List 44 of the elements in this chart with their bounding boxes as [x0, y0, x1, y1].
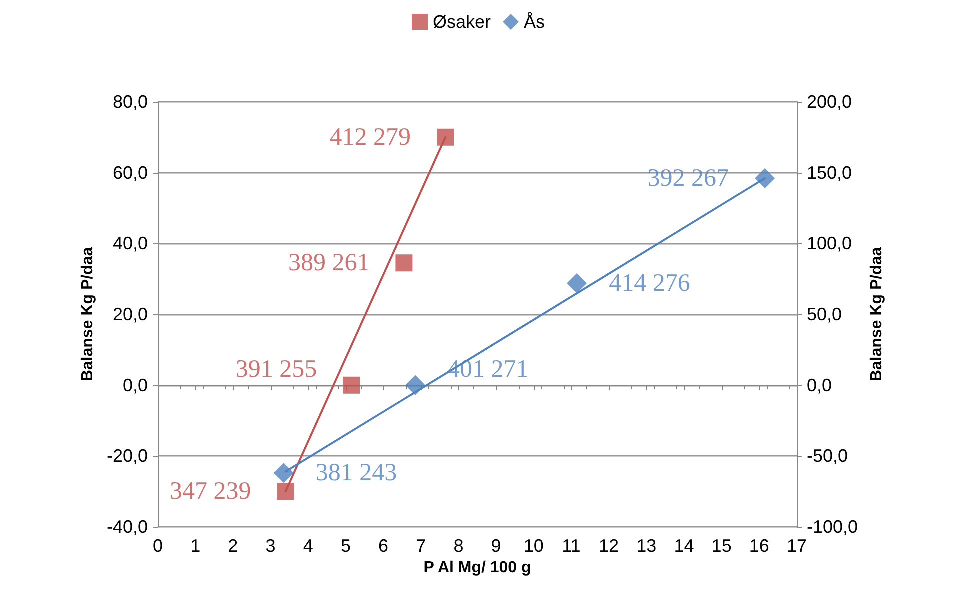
x-tick-label: 7: [416, 536, 426, 556]
legend-label: Øsaker: [432, 12, 492, 32]
x-tick-label: 1: [190, 536, 201, 556]
y-tick-label: 80,0: [112, 92, 148, 112]
annotation: 391 255: [236, 356, 318, 383]
x-tick-label: 8: [454, 536, 464, 556]
annotation: 347 239: [170, 478, 252, 506]
x-tick-label: 13: [636, 536, 657, 556]
annotation: 392 267: [648, 165, 730, 192]
x-axis-title: P Al Mg/ 100 g: [424, 559, 532, 576]
y-axis-title: Balanse Kg P/daa: [80, 247, 96, 382]
annotation: 381 243: [316, 460, 398, 487]
y2-tick-label: 0,0: [807, 375, 832, 396]
legend-label: Ås: [524, 12, 546, 32]
x-tick-label: 6: [378, 536, 389, 556]
y2-tick-label: 50,0: [807, 304, 842, 324]
x-tick-label: 16: [749, 536, 770, 556]
y2-axis-title: Balanse Kg P/daa: [868, 247, 886, 382]
y-tick-label: 0,0: [122, 375, 148, 396]
x-tick-label: 5: [340, 536, 351, 556]
y-tick-label: 40,0: [112, 234, 148, 254]
x-tick-label: 14: [674, 536, 694, 556]
annotation: 414 276: [609, 270, 690, 297]
y-tick-label: 60,0: [112, 162, 148, 183]
y-tick-label: -40,0: [106, 517, 148, 537]
y2-tick-label: 200,0: [807, 92, 852, 112]
x-tick-label: 4: [303, 536, 314, 556]
annotation: 389 261: [288, 250, 370, 277]
y2-tick-label: 100,0: [807, 234, 852, 254]
x-tick-label: 12: [599, 536, 620, 556]
y-tick-label: 20,0: [112, 304, 148, 324]
annotation: 412 279: [330, 124, 412, 151]
x-tick-label: 9: [491, 536, 502, 556]
x-tick-label: 3: [266, 536, 276, 556]
x-tick-label: 11: [562, 536, 581, 556]
y2-tick-label: -100,0: [807, 517, 858, 537]
x-tick-label: 17: [786, 536, 808, 556]
x-tick-label: 10: [524, 536, 544, 556]
x-tick-label: 15: [712, 536, 732, 556]
y2-tick-label: -50,0: [807, 446, 848, 466]
x-tick-label: 0: [152, 536, 164, 556]
y-tick-label: -20,0: [106, 446, 148, 466]
x-tick-label: 2: [228, 536, 238, 556]
y2-tick-label: 150,0: [807, 162, 852, 183]
